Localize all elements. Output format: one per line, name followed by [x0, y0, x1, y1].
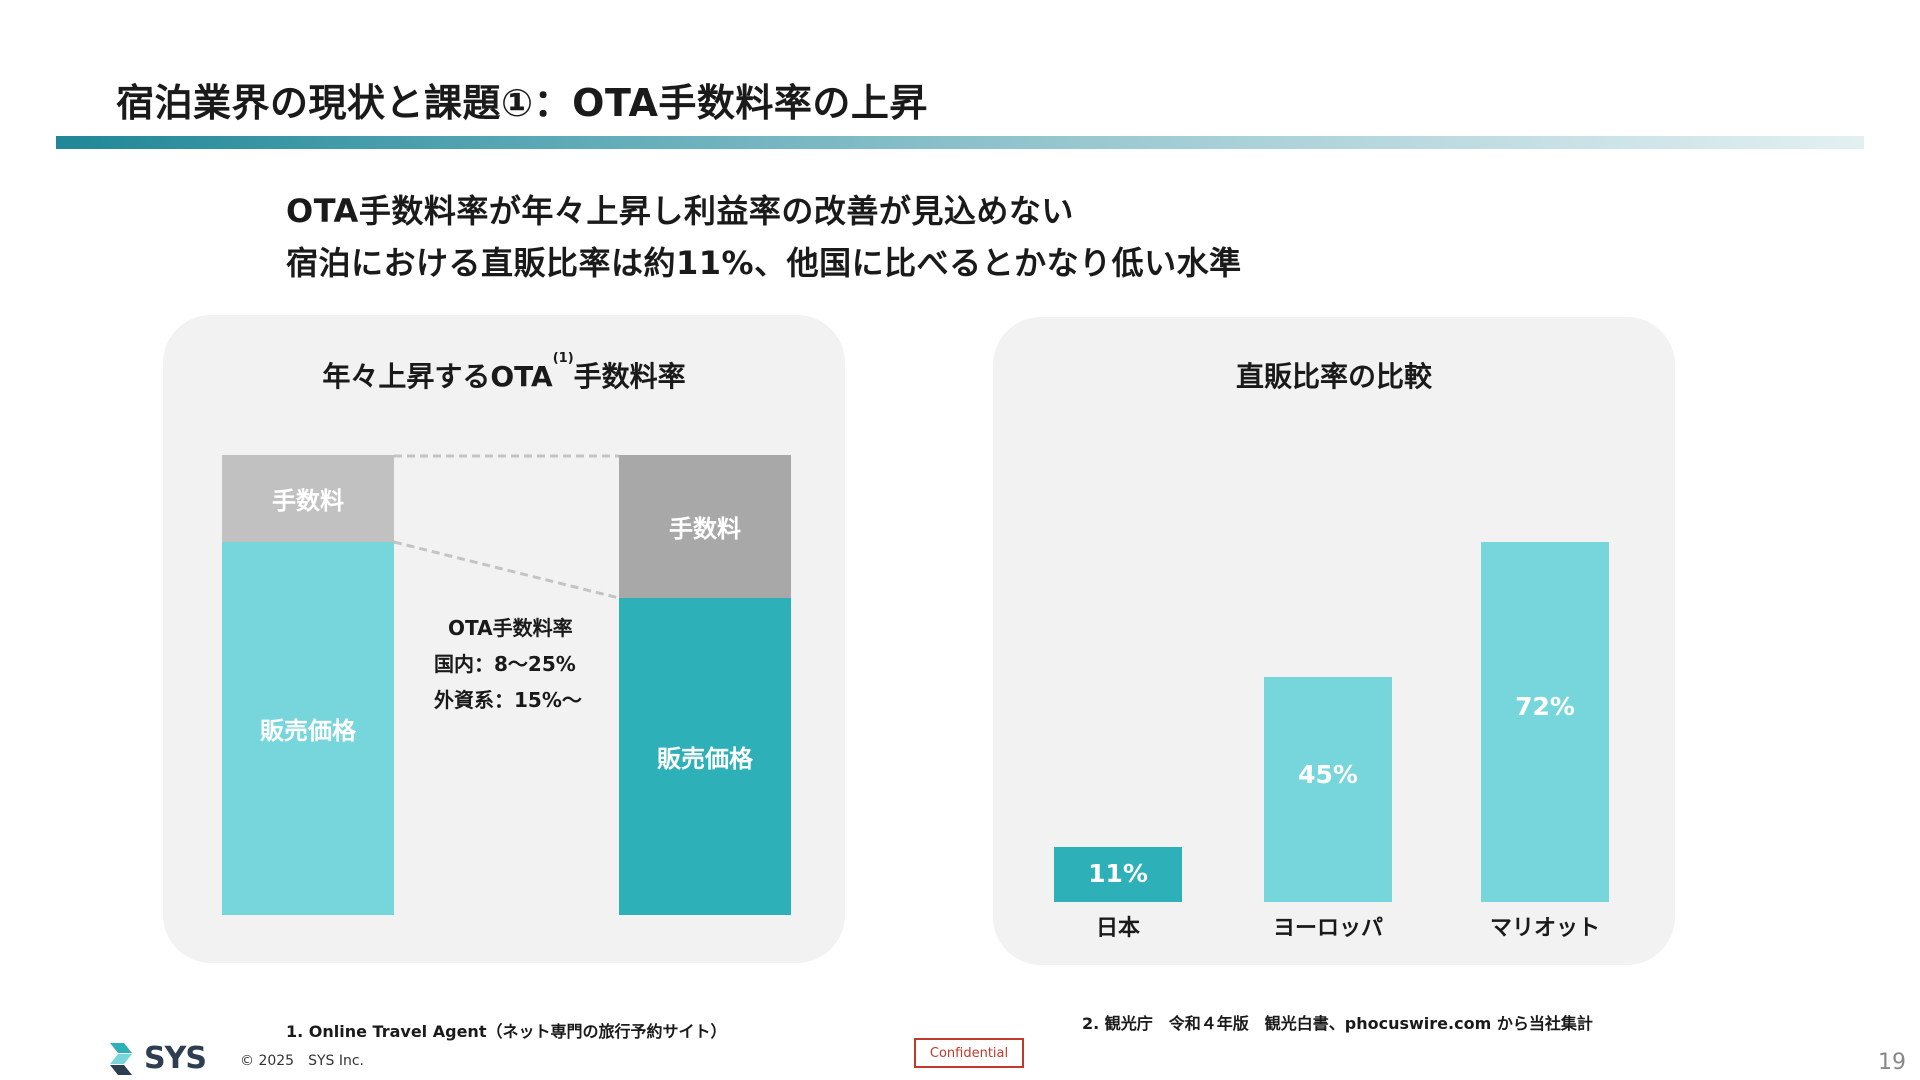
- sys-logo: SYS: [110, 1041, 207, 1076]
- category-label-europe: ヨーロッパ: [1272, 916, 1383, 941]
- page-number: 19: [1878, 1050, 1906, 1075]
- bar2-sales-label: 販売価格: [657, 745, 753, 773]
- footnote-source: 2. 観光庁 令和４年版 観光白書、phocuswire.com から当社集計: [1082, 1014, 1593, 1033]
- bar1-fee-segment: 手数料: [222, 455, 394, 542]
- confidential-badge: Confidential: [914, 1038, 1024, 1068]
- annotation-line-1: OTA手数料率: [448, 616, 573, 640]
- direct-sales-chart-title: 直販比率の比較: [1235, 360, 1432, 393]
- bar1-fee-label: 手数料: [272, 487, 344, 515]
- category-label-marriott: マリオット: [1489, 916, 1600, 941]
- slide-title: 宿泊業界の現状と課題①：OTA手数料率の上昇: [116, 81, 928, 125]
- headline-line-1: OTA手数料率が年々上昇し利益率の改善が見込めない: [286, 192, 1074, 230]
- value-label-marriott: 72%: [1515, 692, 1575, 721]
- logo-text: SYS: [144, 1041, 207, 1076]
- value-label-japan: 11%: [1088, 858, 1148, 888]
- bar-marriott: [1481, 542, 1609, 902]
- bar-japan: [1054, 847, 1182, 902]
- annotation-line-2: 国内：8〜25%: [434, 652, 576, 676]
- ota-fee-chart-title: 年々上昇するOTA(1)手数料率: [163, 351, 845, 395]
- category-label-japan: 日本: [1095, 916, 1140, 941]
- title-underline: [56, 136, 1864, 149]
- headline-line-2: 宿泊における直販比率は約11%、他国に比べるとかなり低い水準: [286, 244, 1242, 282]
- sys-logo-mark-icon: [110, 1042, 132, 1075]
- bar-europe: [1264, 677, 1392, 902]
- annotation-line-3: 外資系：15%〜: [434, 688, 582, 712]
- bar2-fee-label: 手数料: [669, 515, 741, 543]
- bar2-fee-segment: 手数料: [619, 455, 791, 598]
- footnote-ota: 1. Online Travel Agent（ネット専門の旅行予約サイト）: [286, 1022, 727, 1041]
- bar1-sales-label: 販売価格: [260, 717, 356, 745]
- ota-fee-title-main: 年々上昇するOTA: [322, 360, 553, 393]
- connector-boundary-line: [393, 540, 620, 600]
- value-label-europe: 45%: [1298, 759, 1358, 789]
- bar1-sales-segment: 販売価格: [222, 542, 394, 915]
- ota-fee-title-suffix: 手数料率: [573, 360, 686, 393]
- bar2-sales-segment: 販売価格: [619, 598, 791, 915]
- ota-fee-title-ref: (1): [552, 351, 574, 366]
- copyright: © 2025 SYS Inc.: [240, 1053, 365, 1069]
